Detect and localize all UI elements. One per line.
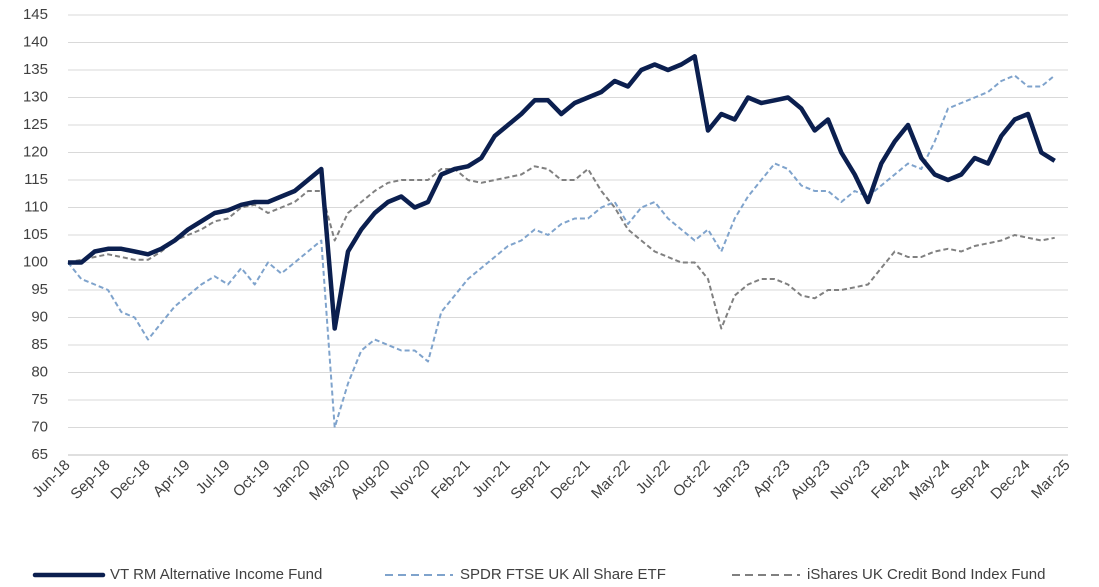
y-tick-label: 75	[31, 391, 48, 408]
x-tick-label: Jul-22	[633, 457, 674, 498]
x-tick-label: Feb-21	[428, 457, 474, 503]
x-tick-label: Aug-20	[347, 457, 393, 503]
x-tick-label: Dec-21	[547, 457, 593, 503]
y-tick-label: 115	[24, 171, 48, 188]
y-tick-label: 110	[24, 198, 48, 215]
x-tick-label: Jun-21	[469, 457, 513, 501]
x-tick-label: Jul-19	[193, 457, 234, 498]
y-tick-label: 70	[31, 418, 48, 435]
y-tick-label: 140	[23, 33, 48, 50]
x-tick-label: Apr-19	[150, 457, 194, 501]
x-tick-label: Jun-18	[29, 457, 73, 501]
x-tick-label: Apr-23	[750, 457, 794, 501]
x-tick-label: Nov-23	[827, 457, 873, 503]
x-tick-label: Dec-18	[107, 457, 153, 503]
legend-label: SPDR FTSE UK All Share ETF	[460, 566, 666, 583]
y-tick-label: 135	[23, 61, 48, 78]
x-tick-label: Mar-25	[1028, 457, 1074, 503]
y-tick-label: 145	[23, 6, 48, 23]
legend-label: VT RM Alternative Income Fund	[110, 566, 322, 583]
x-tick-label: Sep-24	[947, 457, 993, 503]
x-tick-label: Oct-19	[230, 457, 274, 501]
y-tick-label: 105	[23, 226, 48, 243]
x-tick-label: Jan-20	[269, 457, 313, 501]
x-tick-label: Oct-22	[670, 457, 714, 501]
y-tick-label: 125	[23, 116, 48, 133]
x-tick-label: Sep-18	[67, 457, 113, 503]
x-tick-label: May-24	[906, 457, 953, 504]
series-line	[68, 54, 1056, 331]
x-tick-label: Jan-23	[709, 457, 753, 501]
series-line	[67, 74, 1056, 429]
y-tick-label: 80	[31, 363, 48, 380]
y-tick-label: 120	[23, 143, 48, 160]
x-tick-label: Aug-23	[787, 457, 833, 503]
legend-label: iShares UK Credit Bond Index Fund	[807, 566, 1045, 583]
y-tick-label: 100	[23, 253, 48, 270]
x-tick-label: Dec-24	[987, 457, 1033, 503]
y-tick-label: 90	[31, 308, 48, 325]
x-tick-label: Sep-21	[507, 457, 553, 503]
y-tick-label: 85	[31, 336, 48, 353]
y-tick-label: 65	[31, 446, 48, 463]
y-tick-label: 130	[23, 88, 48, 105]
x-tick-label: May-20	[306, 457, 353, 504]
y-tick-label: 95	[31, 281, 48, 298]
x-tick-label: Mar-22	[588, 457, 634, 503]
x-tick-label: Feb-24	[868, 457, 914, 503]
series-line	[67, 165, 1055, 330]
x-tick-label: Nov-20	[387, 457, 433, 503]
